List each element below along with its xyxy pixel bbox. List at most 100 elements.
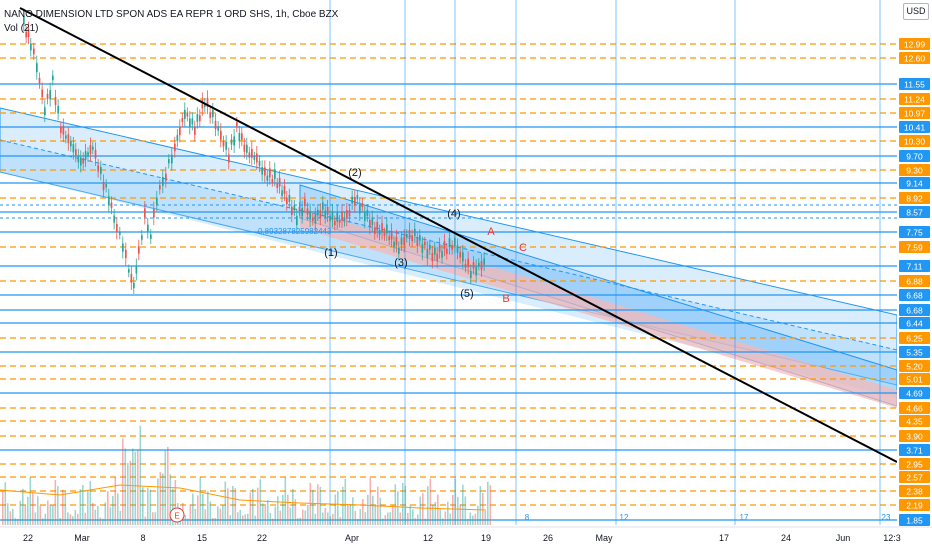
candle-body bbox=[378, 230, 381, 235]
volume-bar bbox=[34, 512, 37, 525]
candle-body bbox=[431, 252, 434, 262]
candle-body bbox=[89, 144, 92, 154]
price-label: 2.19 bbox=[906, 501, 923, 511]
volume-bar bbox=[94, 509, 97, 525]
volume-bar bbox=[219, 508, 222, 525]
volume-bar bbox=[477, 505, 479, 525]
currency-button[interactable]: USD bbox=[903, 3, 929, 20]
candle-body bbox=[62, 125, 65, 135]
x-tick-label: May bbox=[595, 533, 613, 543]
candle-body bbox=[351, 196, 354, 204]
candle-body bbox=[206, 97, 209, 107]
x-tick-label: Apr bbox=[345, 533, 359, 543]
volume-bar bbox=[322, 512, 324, 525]
candle-body bbox=[174, 143, 176, 152]
price-label: 3.71 bbox=[906, 446, 923, 456]
candle-body bbox=[429, 244, 431, 250]
volume-bar bbox=[424, 518, 427, 525]
candle-body bbox=[283, 185, 286, 194]
volume-bar bbox=[349, 503, 352, 525]
price-label-box bbox=[899, 93, 930, 105]
volume-bar bbox=[339, 517, 342, 525]
candle-body bbox=[274, 169, 276, 179]
volume-bar bbox=[297, 518, 299, 525]
candle-body bbox=[459, 251, 462, 258]
candle-body bbox=[220, 130, 222, 140]
candle-body bbox=[324, 210, 327, 218]
volume-bar bbox=[67, 512, 69, 525]
candle-body bbox=[54, 96, 57, 105]
candle-body bbox=[293, 205, 296, 211]
candle-body bbox=[225, 141, 228, 150]
candle-body bbox=[253, 156, 256, 160]
candle-body bbox=[105, 184, 108, 188]
candle-body bbox=[374, 227, 376, 234]
volume-bar bbox=[329, 516, 332, 525]
candle-body bbox=[456, 245, 459, 253]
candle-body bbox=[451, 245, 454, 250]
volume-bar bbox=[294, 499, 297, 525]
candle-body bbox=[38, 78, 41, 84]
volume-bar bbox=[207, 491, 209, 525]
volume-bar bbox=[437, 494, 439, 525]
volume-bar bbox=[114, 477, 117, 525]
candle-body bbox=[130, 273, 133, 283]
candle-body bbox=[191, 118, 194, 125]
candle-body bbox=[171, 154, 173, 164]
wave-label: (4) bbox=[447, 208, 460, 220]
volume-bar bbox=[122, 438, 124, 525]
candle-body bbox=[241, 133, 243, 140]
price-label: 7.11 bbox=[907, 262, 923, 272]
volume-bar bbox=[259, 479, 262, 525]
price-label-box bbox=[899, 360, 930, 372]
volume-bar bbox=[417, 514, 419, 525]
candle-body bbox=[113, 215, 116, 223]
volume-bar bbox=[217, 506, 219, 525]
volume-bar bbox=[342, 486, 344, 525]
candle-body bbox=[436, 253, 439, 262]
candle-body bbox=[165, 173, 167, 182]
price-label-box bbox=[899, 514, 930, 526]
price-label: 12.60 bbox=[904, 54, 926, 64]
volume-bar bbox=[462, 484, 464, 525]
candle-body bbox=[361, 203, 364, 208]
volume-bar bbox=[47, 500, 49, 525]
candle-body bbox=[395, 236, 398, 246]
volume-bar bbox=[352, 497, 354, 525]
volume-bar bbox=[284, 477, 287, 525]
candle-body bbox=[168, 159, 170, 164]
x-tick-label: 12 bbox=[423, 533, 433, 543]
candle-body bbox=[122, 243, 124, 252]
volume-bar bbox=[404, 485, 407, 525]
price-label: 11.24 bbox=[904, 95, 925, 105]
candle-body bbox=[179, 126, 181, 136]
price-label-box bbox=[899, 444, 930, 456]
volume-bar bbox=[277, 496, 279, 525]
candle-body bbox=[326, 206, 329, 215]
candle-body bbox=[138, 246, 140, 254]
volume-bar bbox=[92, 503, 94, 525]
x-tick-label: 24 bbox=[781, 533, 791, 543]
candle-body bbox=[354, 197, 356, 206]
price-label: 10.97 bbox=[904, 109, 926, 119]
candle-body bbox=[248, 152, 251, 158]
volume-bar bbox=[99, 517, 102, 525]
candle-body bbox=[314, 214, 317, 224]
price-label-box bbox=[899, 260, 930, 272]
candle-body bbox=[84, 151, 87, 160]
candle-body bbox=[217, 126, 220, 131]
candle-body bbox=[44, 107, 46, 116]
candle-body bbox=[189, 118, 191, 128]
volume-bar bbox=[204, 509, 207, 525]
candle-body bbox=[194, 127, 196, 135]
volume-bar bbox=[439, 509, 442, 525]
wave-label: (3) bbox=[394, 257, 407, 269]
volume-bar bbox=[197, 495, 199, 525]
candle-body bbox=[57, 105, 60, 114]
volume-bar bbox=[432, 504, 434, 525]
price-label-box bbox=[899, 135, 930, 147]
price-label-box bbox=[899, 458, 930, 470]
candle-body bbox=[448, 238, 451, 248]
volume-bar bbox=[4, 482, 7, 525]
